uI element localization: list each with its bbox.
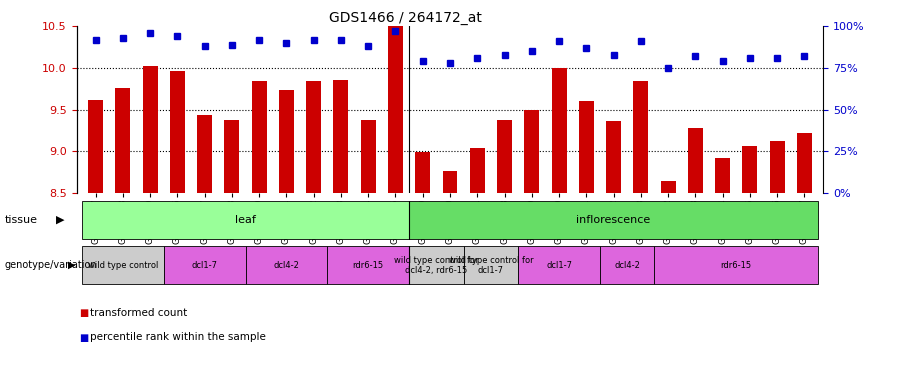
Bar (410, 201, 818, 239)
Bar (170, 71, 184, 193)
Bar (579, 101, 594, 193)
Bar (197, 115, 212, 193)
Text: dcl4-2: dcl4-2 (615, 261, 640, 270)
Bar (82, 246, 164, 284)
Text: transformed count: transformed count (90, 308, 187, 318)
Text: wild type control for
dcl4-2, rdr6-15: wild type control for dcl4-2, rdr6-15 (394, 256, 479, 275)
Bar (115, 88, 130, 193)
Bar (770, 141, 785, 193)
Text: dcl1-7: dcl1-7 (192, 261, 218, 270)
Text: wild type control for
dcl1-7: wild type control for dcl1-7 (448, 256, 533, 275)
Bar (688, 128, 703, 193)
Bar (306, 81, 321, 193)
Bar (82, 201, 409, 239)
Text: ■: ■ (79, 308, 88, 318)
Text: tissue: tissue (4, 215, 38, 225)
Bar (497, 120, 512, 193)
Bar (88, 100, 104, 193)
Bar (525, 110, 539, 193)
Text: leaf: leaf (235, 215, 256, 225)
Title: GDS1466 / 264172_at: GDS1466 / 264172_at (328, 11, 482, 25)
Bar (410, 246, 464, 284)
Bar (388, 25, 403, 193)
Bar (606, 122, 621, 193)
Text: ▶: ▶ (56, 215, 64, 225)
Text: ■: ■ (79, 333, 88, 342)
Text: rdr6-15: rdr6-15 (721, 261, 752, 270)
Text: inflorescence: inflorescence (577, 215, 651, 225)
Bar (246, 246, 328, 284)
Text: dcl1-7: dcl1-7 (546, 261, 572, 270)
Bar (796, 133, 812, 193)
Bar (334, 80, 348, 193)
Text: dcl4-2: dcl4-2 (274, 261, 300, 270)
Text: percentile rank within the sample: percentile rank within the sample (90, 333, 266, 342)
Bar (654, 246, 818, 284)
Bar (600, 246, 654, 284)
Text: rdr6-15: rdr6-15 (353, 261, 383, 270)
Bar (361, 120, 375, 193)
Bar (716, 158, 730, 193)
Bar (464, 246, 518, 284)
Bar (661, 181, 676, 193)
Bar (328, 246, 410, 284)
Bar (252, 81, 266, 193)
Bar (142, 66, 157, 193)
Bar (224, 120, 239, 193)
Text: ▶: ▶ (68, 260, 75, 270)
Bar (443, 171, 457, 193)
Text: wild type control: wild type control (87, 261, 158, 270)
Bar (742, 146, 758, 193)
Bar (470, 148, 485, 193)
Bar (634, 81, 648, 193)
Bar (164, 246, 246, 284)
Text: genotype/variation: genotype/variation (4, 260, 97, 270)
Bar (279, 90, 294, 193)
Bar (552, 68, 566, 193)
Bar (518, 246, 600, 284)
Bar (415, 152, 430, 193)
